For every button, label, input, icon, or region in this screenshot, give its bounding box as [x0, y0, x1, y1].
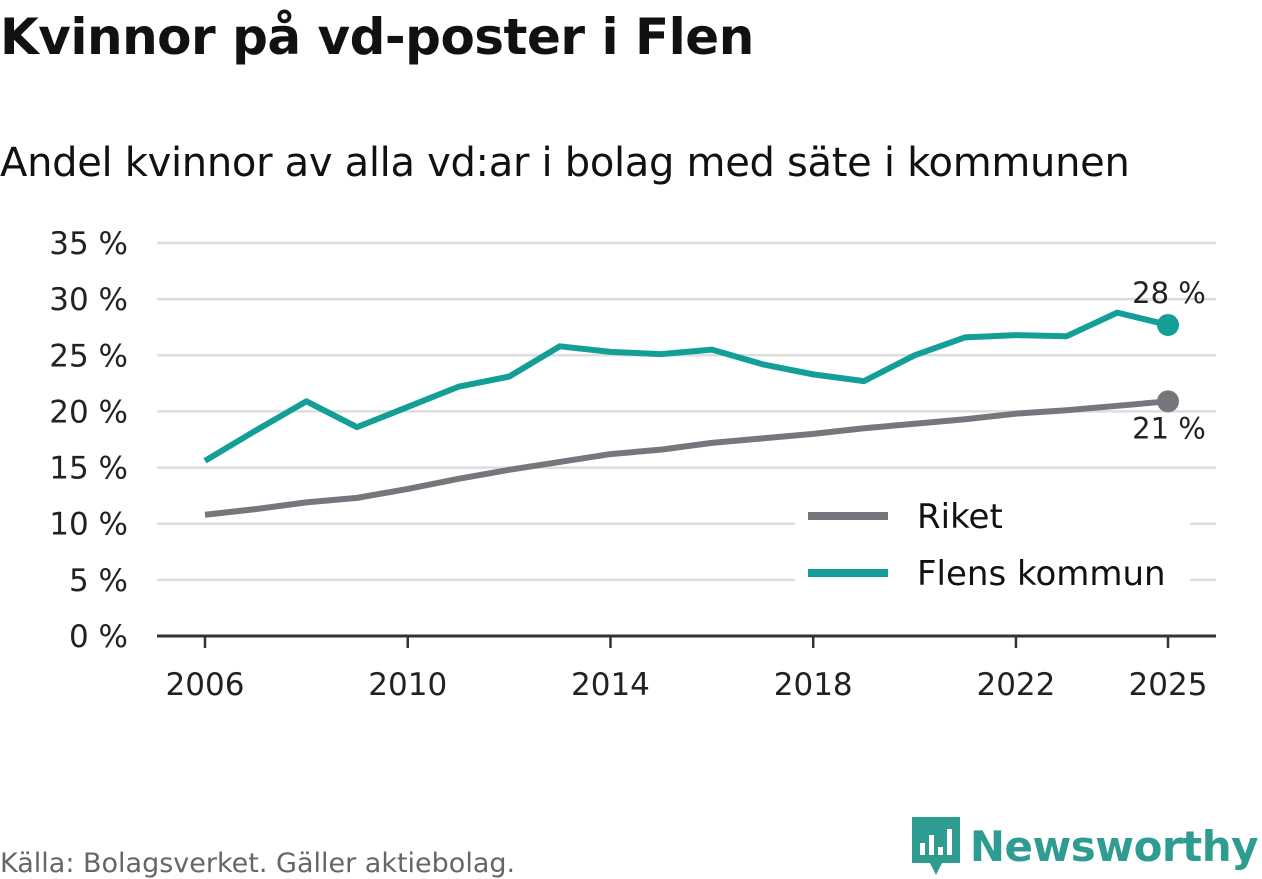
- newsworthy-logo-icon: [911, 817, 960, 875]
- end-label-flen: 28 %: [1132, 276, 1206, 310]
- x-tick-label: 2022: [976, 667, 1055, 703]
- source-note: Källa: Bolagsverket. Gäller aktiebolag.: [0, 848, 516, 879]
- chart-subtitle: Andel kvinnor av alla vd:ar i bolag med …: [0, 140, 1130, 186]
- y-tick-label: 30 %: [49, 282, 128, 318]
- end-label-riket: 21 %: [1132, 411, 1206, 445]
- y-tick-label: 15 %: [49, 451, 128, 487]
- y-tick-label: 0 %: [69, 619, 128, 655]
- x-tick-label: 2006: [166, 667, 245, 703]
- legend-label-flen: Flens kommun: [917, 554, 1166, 594]
- y-tick-label: 5 %: [69, 563, 128, 599]
- brand-name: Newsworthy: [969, 821, 1259, 871]
- series-line-riket: [204, 398, 1169, 518]
- x-tick-label: 2018: [774, 667, 853, 703]
- y-tick-label: 10 %: [49, 507, 128, 543]
- legend-background: [795, 485, 1190, 603]
- y-tick-label: 25 %: [49, 338, 128, 374]
- y-tick-label: 20 %: [49, 394, 128, 430]
- y-tick-label: 35 %: [49, 226, 128, 262]
- x-tick-label: 2025: [1129, 667, 1208, 703]
- x-tick-label: 2014: [571, 667, 650, 703]
- end-marker-riket: [1157, 390, 1179, 413]
- x-tick-label: 2010: [368, 667, 447, 703]
- legend-label-riket: Riket: [917, 497, 1003, 537]
- series-line-flen: [203, 309, 1169, 464]
- end-marker-flen: [1157, 313, 1179, 336]
- brand-logo: Newsworthy: [911, 817, 1259, 875]
- chart-title: Kvinnor på vd-poster i Flen: [0, 8, 754, 66]
